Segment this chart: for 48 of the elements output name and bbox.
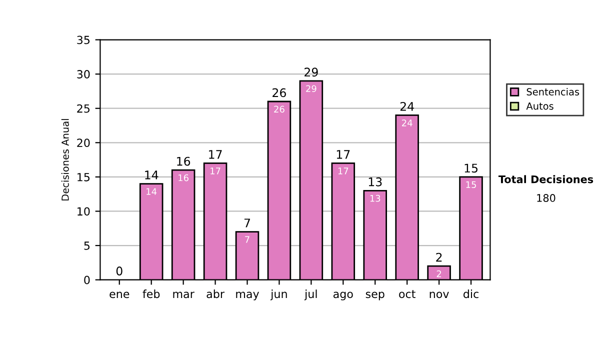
- total-label: 0: [116, 266, 122, 276]
- data-label: 13: [370, 194, 380, 202]
- text: Total Decisiones: [498, 175, 594, 184]
- total-label: 2: [436, 252, 442, 262]
- total-label: 29: [304, 68, 318, 77]
- data-label: 24: [402, 119, 412, 126]
- total-label: 24: [400, 102, 414, 111]
- y-tick-label: 15: [78, 173, 90, 182]
- x-tick-label: ene: [110, 292, 130, 298]
- y-tick-label: 20: [77, 138, 90, 148]
- x-tick-label: jul: [304, 290, 317, 300]
- legend-label: Autos: [526, 102, 554, 110]
- x-tick-label: abr: [206, 290, 224, 298]
- legend-label: Sentencias: [526, 88, 580, 96]
- data-label: 16: [178, 174, 188, 182]
- x-tick-label: sep: [366, 292, 384, 300]
- x-tick-label: jun: [270, 290, 287, 300]
- y-tick-label: 0: [84, 276, 90, 284]
- data-label: 17: [210, 168, 220, 174]
- text: 180: [537, 194, 556, 202]
- x-tick-label: ago: [333, 292, 353, 300]
- data-label: 15: [466, 181, 476, 188]
- total-label: 7: [244, 218, 250, 228]
- y-tick-label: 5: [84, 242, 90, 250]
- data-label: 17: [338, 168, 348, 174]
- total-label: 13: [368, 177, 382, 186]
- total-label: 26: [272, 88, 286, 98]
- data-label: 7: [245, 236, 250, 243]
- data-label: 14: [146, 188, 157, 195]
- x-tick-label: mar: [173, 292, 194, 298]
- y-tick-label: 10: [78, 207, 90, 216]
- x-tick-label: oct: [399, 290, 416, 298]
- y-tick-label: 25: [77, 104, 90, 113]
- total-label: 15: [464, 164, 478, 173]
- x-tick-label: nov: [430, 292, 449, 298]
- x-tick-label: may: [236, 292, 260, 300]
- x-tick-label: dic: [464, 290, 478, 298]
- y-tick-label: 30: [77, 70, 90, 78]
- x-tick-label: feb: [142, 290, 160, 298]
- data-label: 29: [306, 85, 316, 92]
- total-label: 16: [177, 156, 190, 166]
- y-axis-title: Decisiones Anual: [61, 119, 69, 200]
- data-label: 2: [436, 270, 442, 278]
- total-label: 17: [336, 150, 350, 159]
- data-label: 26: [274, 106, 284, 113]
- total-label: 17: [209, 150, 222, 159]
- y-tick-label: 35: [77, 36, 90, 44]
- total-label: 14: [145, 170, 158, 180]
